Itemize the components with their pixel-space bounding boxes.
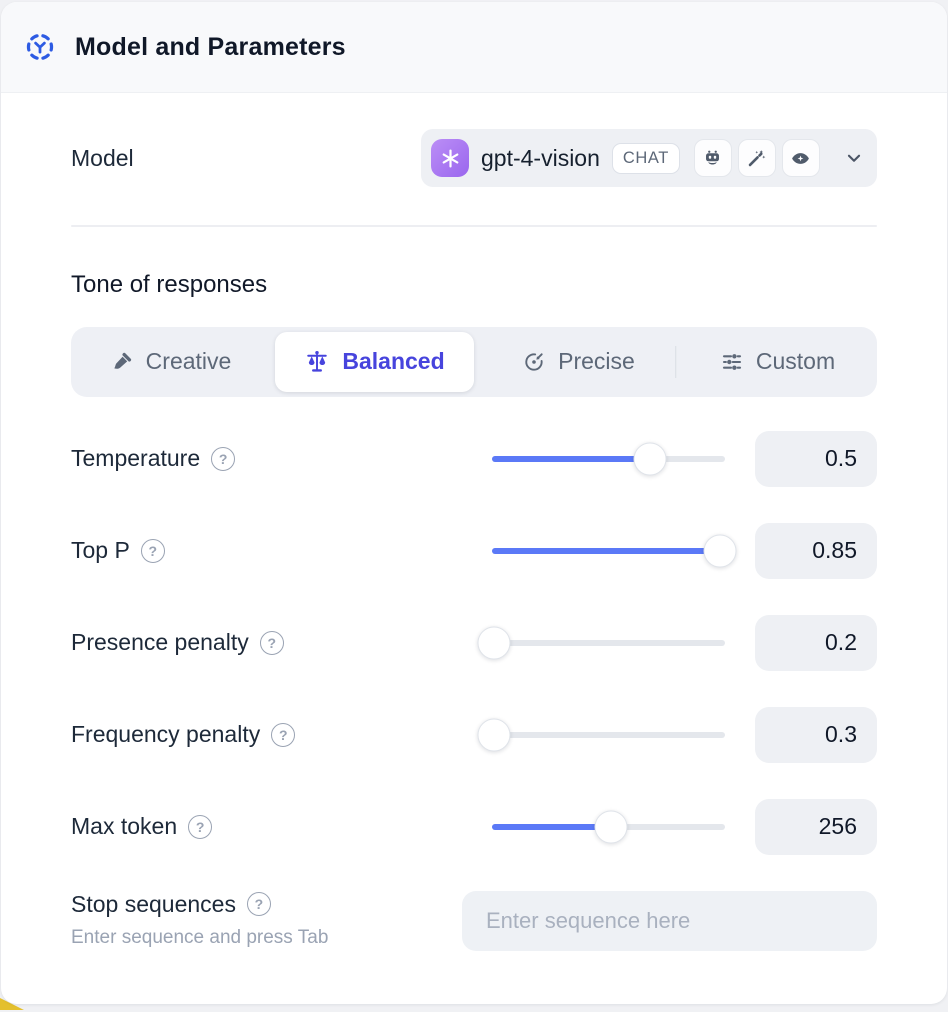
max-token-value[interactable]: 256 (755, 798, 877, 855)
openai-logo (431, 139, 469, 177)
parameter-row-frequency-penalty: Frequency penalty ? 0.3 (71, 689, 877, 781)
tone-option-label: Balanced (342, 348, 445, 374)
model-label: Model (71, 144, 134, 171)
stop-sequences-label: Stop sequences (71, 890, 236, 917)
model-dashed-circle-icon (25, 32, 55, 62)
help-icon[interactable]: ? (271, 722, 296, 747)
stop-sequences-row: Stop sequences ? Enter sequence and pres… (71, 890, 877, 951)
tone-option-balanced[interactable]: Balanced (275, 331, 474, 392)
parameter-list: Temperature ? 0.5 Top P ? (71, 413, 877, 873)
paintbrush-icon (110, 350, 134, 374)
segment-divider (674, 345, 677, 378)
panel-title: Model and Parameters (75, 32, 346, 61)
tone-option-precise[interactable]: Precise (479, 332, 678, 392)
parameter-row-top-p: Top P ? 0.85 (71, 505, 877, 597)
panel-body: Model gpt-4-vision CHAT (1, 93, 947, 1004)
temperature-slider[interactable] (492, 442, 725, 476)
slider-thumb[interactable] (633, 442, 667, 475)
help-icon[interactable]: ? (246, 892, 271, 916)
help-icon[interactable]: ? (211, 446, 236, 471)
slider-thumb[interactable] (703, 534, 737, 567)
panel-header: Model and Parameters (1, 2, 947, 93)
parameter-label: Top P (71, 537, 130, 563)
tone-option-label: Creative (145, 348, 232, 374)
selected-model-name: gpt-4-vision (481, 144, 600, 171)
top-p-slider[interactable] (492, 534, 737, 568)
vision-eye-icon (781, 139, 820, 177)
tone-segmented-control: Creative Balanced (71, 326, 877, 397)
parameter-label: Temperature (71, 445, 201, 471)
parameter-row-max-token: Max token ? 256 (71, 781, 877, 873)
model-row: Model gpt-4-vision CHAT (71, 129, 877, 187)
parameter-row-temperature: Temperature ? 0.5 (71, 413, 877, 505)
magic-wand-icon (737, 139, 776, 177)
section-divider (71, 225, 877, 227)
help-icon[interactable]: ? (259, 630, 284, 655)
robot-icon (693, 139, 732, 177)
frequency-penalty-slider[interactable] (477, 718, 725, 752)
tone-option-label: Custom (755, 348, 836, 374)
help-icon[interactable]: ? (140, 538, 165, 563)
tone-option-custom[interactable]: Custom (678, 332, 877, 392)
parameter-row-presence-penalty: Presence penalty ? 0.2 (71, 597, 877, 689)
parameter-label: Presence penalty (71, 629, 249, 655)
capability-chips (693, 139, 820, 177)
top-p-value[interactable]: 0.85 (755, 522, 877, 579)
sliders-icon (720, 350, 744, 374)
parameter-label: Max token (71, 813, 178, 839)
slider-thumb[interactable] (477, 626, 511, 659)
presence-penalty-slider[interactable] (477, 626, 725, 660)
max-token-slider[interactable] (492, 810, 725, 844)
parameter-label: Frequency penalty (71, 721, 261, 747)
stop-sequences-hint: Enter sequence and press Tab (71, 926, 329, 948)
slider-thumb[interactable] (594, 810, 628, 843)
tone-heading: Tone of responses (71, 270, 268, 298)
tone-option-label: Precise (558, 348, 635, 374)
slider-thumb[interactable] (477, 718, 511, 751)
frequency-penalty-value[interactable]: 0.3 (755, 706, 877, 763)
chevron-down-icon[interactable] (843, 147, 865, 169)
model-select[interactable]: gpt-4-vision CHAT (421, 129, 877, 187)
target-arrow-icon (522, 350, 546, 374)
model-type-badge: CHAT (611, 142, 680, 174)
temperature-value[interactable]: 0.5 (755, 430, 877, 487)
balance-scale-icon (304, 349, 330, 375)
tone-option-creative[interactable]: Creative (71, 332, 270, 392)
stop-sequence-input[interactable] (462, 890, 877, 951)
help-icon[interactable]: ? (188, 814, 213, 839)
presence-penalty-value[interactable]: 0.2 (755, 614, 877, 671)
